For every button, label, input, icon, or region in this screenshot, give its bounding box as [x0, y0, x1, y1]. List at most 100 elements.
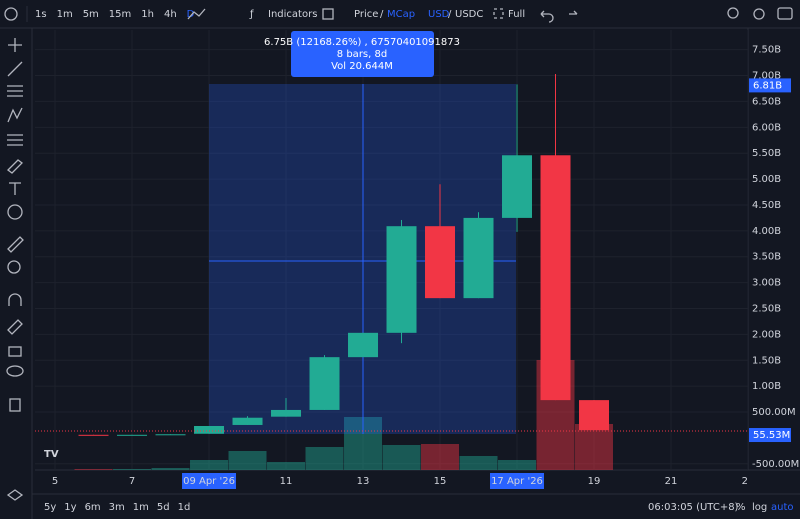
x-tick-highlight [182, 473, 237, 489]
y-tick-label: 1.00B [752, 381, 781, 392]
volume-bar [575, 424, 614, 470]
interval-button[interactable]: 1m [57, 9, 73, 20]
volume-bar [459, 456, 498, 470]
price-label-bg [749, 428, 791, 443]
y-tick-label: 5.50B [752, 148, 781, 159]
layouts[interactable] [322, 8, 334, 20]
x-tick-label: 5 [52, 476, 58, 487]
y-tick-label: 3.00B [752, 278, 781, 289]
add-symbol[interactable] [4, 7, 18, 21]
x-tick: 23 [742, 476, 748, 487]
zoom-tool[interactable] [7, 260, 21, 274]
top-toolbar [0, 0, 800, 28]
x-tick-label: 13 [357, 476, 370, 487]
volume-bar [113, 469, 152, 470]
measure-text: 6.75B (12168.26%) , 67570401091873 [264, 37, 460, 48]
interval-button[interactable]: 1s [35, 9, 47, 20]
candle-body [309, 357, 340, 410]
x-tick: 15 [434, 476, 447, 487]
measure-text: Vol 20.644M [331, 61, 393, 72]
range-button[interactable]: 5d [157, 502, 170, 513]
redo[interactable] [569, 10, 578, 15]
range-button[interactable]: 1d [178, 502, 191, 513]
y-tick-label: 500.00M [752, 407, 796, 418]
y-tick-label: -500.00M [752, 459, 799, 470]
left-toolbar [6, 38, 24, 501]
measure-box [291, 31, 434, 77]
x-tick: 17 Apr '26 [490, 473, 545, 489]
x-tick: 21 [665, 476, 678, 487]
ruler-tool[interactable] [7, 236, 24, 253]
interval-button[interactable]: 15m [109, 9, 131, 20]
log-toggle[interactable]: log [752, 502, 767, 513]
emoji-tool[interactable] [7, 204, 23, 220]
auto-toggle[interactable]: auto [771, 502, 794, 513]
volume-bar [382, 445, 421, 470]
usd-toggle[interactable]: USD [428, 9, 450, 20]
undo[interactable] [540, 10, 554, 23]
range-button[interactable]: 5y [44, 502, 56, 513]
settings[interactable] [753, 8, 765, 20]
range-button[interactable]: 1y [64, 502, 76, 513]
text-tool[interactable] [9, 182, 21, 195]
full-button[interactable]: Full [508, 9, 525, 20]
volume-bar [305, 447, 344, 470]
snapshot[interactable] [777, 7, 793, 20]
x-tick: 7 [129, 476, 135, 487]
interval-button[interactable]: 5m [83, 9, 99, 20]
y-tick-label: 7.00B [752, 71, 781, 82]
crosshair-tool[interactable] [8, 38, 22, 52]
fib-tool[interactable] [7, 85, 23, 97]
x-tick-highlight [490, 473, 545, 489]
candle-body [232, 417, 263, 425]
range-button[interactable]: 1m [133, 502, 149, 513]
object-tree[interactable] [6, 489, 24, 501]
candle-body [117, 434, 148, 436]
percent-toggle[interactable]: % [736, 502, 746, 513]
trend-line-tool[interactable] [7, 61, 23, 77]
measure-text: 8 bars, 8d [337, 49, 387, 60]
mcap-toggle[interactable]: MCap [387, 9, 415, 20]
price-label-bg [749, 78, 791, 93]
volume-bar [74, 469, 113, 470]
y-tick-label: 5.00B [752, 174, 781, 185]
interval-button[interactable]: D [187, 9, 195, 20]
forecast-tool[interactable] [7, 134, 23, 146]
y-tick-label: 3.50B [752, 252, 781, 263]
clock: 06:03:05 (UTC+8) [648, 502, 739, 513]
volume-bar [498, 460, 537, 470]
delete-tool[interactable] [9, 398, 21, 412]
lock-tool[interactable] [8, 346, 22, 357]
candle-body [425, 226, 456, 299]
x-tick: 5 [52, 476, 58, 487]
y-tick-label: 6.00B [752, 122, 781, 133]
usdc-toggle[interactable]: USDC [455, 9, 483, 20]
range-button[interactable]: 6m [85, 502, 101, 513]
candle-body [502, 155, 533, 218]
x-tick-label: 21 [665, 476, 678, 487]
full-icon [493, 8, 504, 19]
indicators-button[interactable]: Indicators [268, 9, 317, 20]
price-toggle[interactable]: Price [354, 9, 378, 20]
search[interactable] [727, 7, 739, 19]
interval-button[interactable]: 4h [164, 9, 177, 20]
x-tick-label: 19 [588, 476, 601, 487]
interval-button[interactable]: 1h [141, 9, 154, 20]
volume-bar [151, 468, 190, 470]
magnet-tool[interactable] [8, 293, 22, 306]
chart-type[interactable] [187, 8, 206, 20]
logo: TV [44, 449, 59, 460]
volume-bar [228, 451, 267, 470]
x-tick: 13 [357, 476, 370, 487]
brush-tool[interactable] [7, 159, 23, 174]
range-button[interactable]: 3m [109, 502, 125, 513]
hide-tool[interactable] [6, 365, 24, 377]
stay-drawing-tool[interactable] [7, 319, 23, 335]
candle-body [540, 155, 571, 401]
x-tick-label: 09 Apr '26 [183, 476, 235, 487]
pattern-tool[interactable] [7, 107, 23, 123]
candle-body [194, 426, 225, 434]
y-tick-label: 2.50B [752, 303, 781, 314]
candle-body [463, 217, 494, 299]
